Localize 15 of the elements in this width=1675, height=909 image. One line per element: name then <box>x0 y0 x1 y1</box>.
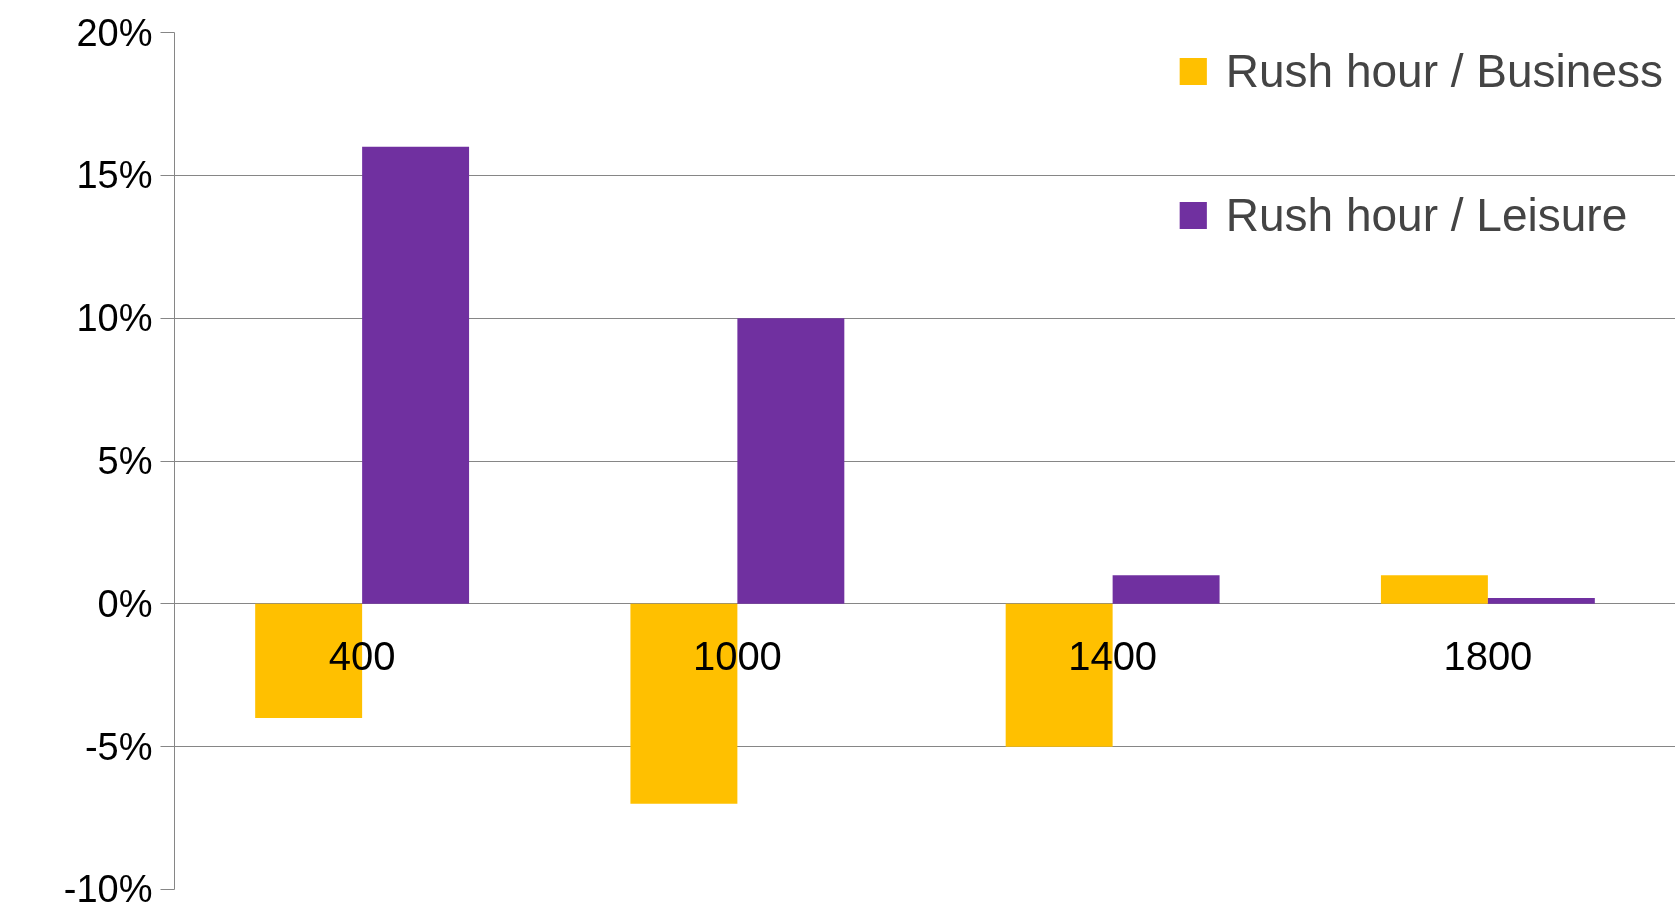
legend-label: Rush hour / Business <box>1225 44 1663 98</box>
legend-label: Rush hour / Leisure <box>1225 188 1628 242</box>
y-tick-label: -5% <box>84 725 153 768</box>
bar <box>362 146 470 604</box>
bar <box>1112 575 1220 604</box>
bar <box>1487 598 1595 604</box>
y-tick-label: 20% <box>76 11 153 54</box>
y-tick-label: 0% <box>97 582 153 625</box>
y-tick-label: 5% <box>97 440 153 482</box>
bar <box>1380 575 1488 604</box>
bar <box>737 318 845 604</box>
x-tick-label: 1800 <box>1443 633 1533 678</box>
y-tick-label: 10% <box>76 297 153 340</box>
y-tick-label: 15% <box>76 154 153 197</box>
y-tick-label: -10% <box>63 867 153 909</box>
